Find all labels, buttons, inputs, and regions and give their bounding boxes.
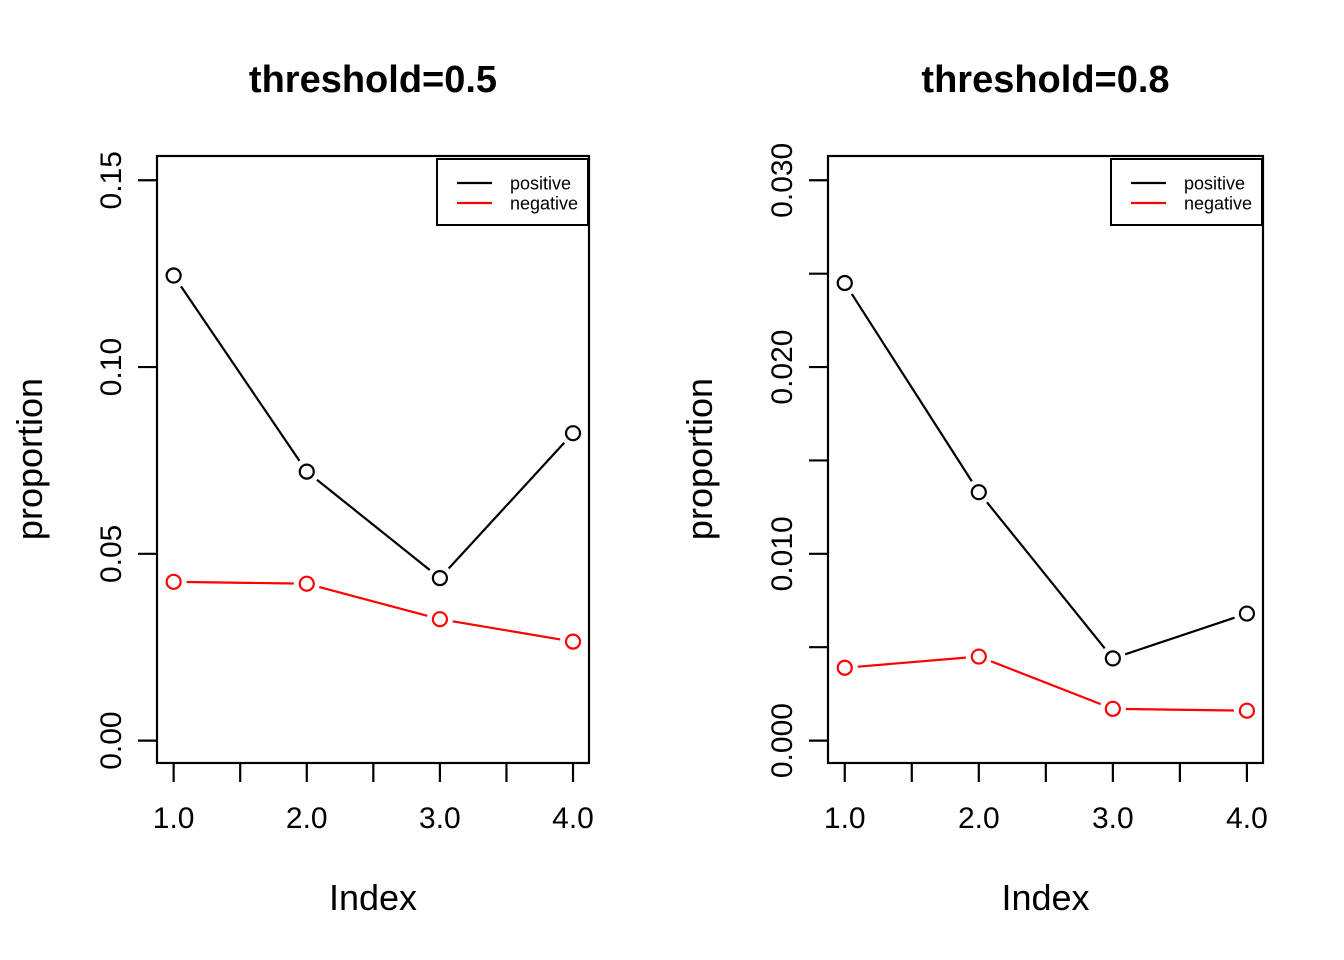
y-axis-tick-label: 0.15 — [95, 151, 128, 209]
data-point-positive — [1238, 605, 1256, 622]
y-axis-tick-label: 0.020 — [766, 330, 799, 405]
data-point-positive — [836, 274, 853, 292]
legend-label-positive: positive — [510, 173, 571, 193]
series-segment-negative — [452, 620, 561, 641]
plot-box — [155, 154, 591, 765]
y-axis-tick-label: 0.05 — [95, 525, 128, 583]
data-point-negative — [1104, 700, 1121, 717]
x-axis-tick-label: 4.0 — [552, 802, 594, 835]
series-segment-negative — [319, 585, 428, 617]
series-segment-positive — [850, 293, 973, 482]
data-point-positive — [564, 425, 582, 442]
x-axis-label: Index — [1001, 877, 1090, 918]
series-segment-negative — [857, 656, 966, 668]
y-axis-tick-label: 0.000 — [766, 703, 799, 778]
series-segment-positive — [986, 501, 1106, 649]
x-axis-tick-label: 2.0 — [286, 802, 328, 835]
series-segment-negative — [186, 580, 294, 585]
series-segment-positive — [1124, 616, 1235, 656]
x-axis-label: Index — [328, 877, 418, 918]
plot-box — [826, 154, 1265, 765]
series-segment-negative — [1125, 707, 1234, 712]
y-axis-tick-label: 0.010 — [766, 516, 799, 591]
legend-box — [1110, 158, 1263, 226]
data-point-positive — [1104, 650, 1121, 667]
y-axis-tick-label: 0.10 — [95, 338, 128, 396]
y-axis-label: proportion — [9, 377, 50, 541]
series-segment-positive — [316, 478, 431, 571]
panel-title: threshold=0.5 — [248, 59, 498, 101]
y-axis-tick-label: 0.030 — [766, 143, 799, 218]
panel-title: threshold=0.8 — [921, 59, 1170, 101]
y-axis-tick-label: 0.00 — [95, 711, 128, 769]
data-point-negative — [298, 575, 315, 592]
data-point-negative — [564, 633, 582, 650]
data-point-positive — [970, 484, 987, 501]
series-segment-positive — [180, 285, 301, 462]
x-axis-tick-label: 1.0 — [824, 802, 866, 835]
data-point-positive — [298, 463, 315, 480]
data-point-negative — [836, 659, 853, 676]
series-segment-positive — [447, 441, 566, 570]
data-point-negative — [165, 573, 182, 590]
data-point-positive — [431, 569, 448, 587]
x-axis-tick-label: 3.0 — [419, 802, 461, 835]
legend-label-negative: negative — [1184, 193, 1252, 213]
x-axis-tick-label: 2.0 — [958, 802, 1000, 835]
legend-box — [436, 158, 589, 226]
data-point-negative — [431, 611, 448, 628]
x-axis-tick-label: 1.0 — [153, 802, 195, 835]
series-segment-negative — [990, 660, 1102, 706]
data-point-negative — [970, 648, 987, 665]
y-axis-label: proportion — [679, 377, 720, 541]
legend-label-negative: negative — [510, 193, 578, 213]
x-axis-tick-label: 3.0 — [1092, 802, 1134, 835]
legend-label-positive: positive — [1184, 173, 1245, 193]
x-axis-tick-label: 4.0 — [1226, 802, 1268, 835]
data-point-negative — [1238, 702, 1256, 719]
data-point-positive — [165, 267, 182, 284]
